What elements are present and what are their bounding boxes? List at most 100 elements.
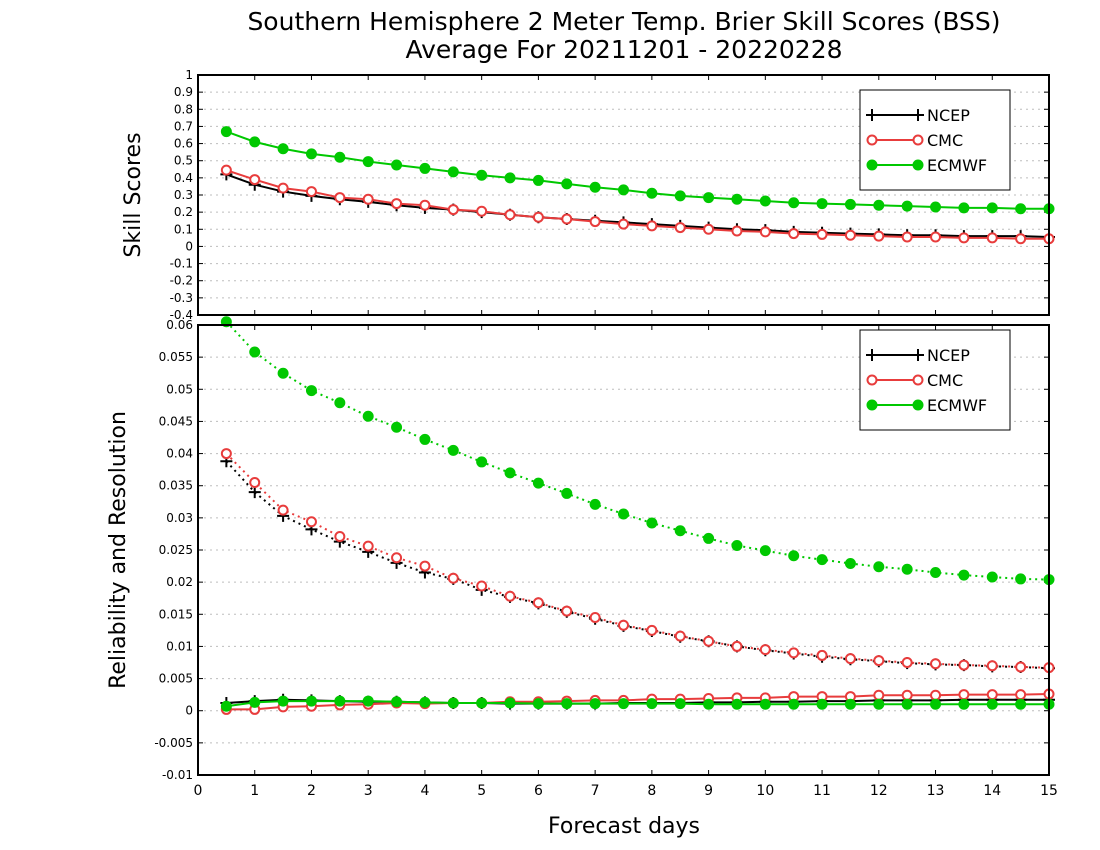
legend-label: CMC (927, 131, 963, 150)
x-tick-label: 12 (870, 783, 888, 799)
data-point (816, 698, 828, 710)
data-point (447, 572, 459, 584)
data-point (249, 477, 261, 488)
data-point (220, 700, 232, 712)
y-tick-label: -0.01 (162, 768, 193, 782)
y-tick-label: 0.005 (159, 672, 193, 686)
data-point (731, 225, 743, 237)
data-point (618, 619, 629, 631)
data-point (816, 228, 828, 240)
panel-2: -0.01 -0.005 0 0.005 0.01 0.015 0.02 0.025 0.03 0… (106, 316, 1058, 799)
y-tick-label: 0.05 (166, 382, 193, 396)
data-point (930, 698, 942, 710)
series-line (225, 460, 1050, 670)
legend-label: NCEP (927, 106, 970, 125)
data-point (788, 197, 800, 209)
data-point (334, 695, 346, 707)
chart-title-line1: Southern Hemisphere 2 Meter Temp. Brier … (247, 7, 1000, 36)
data-point (844, 698, 856, 710)
data-point (447, 697, 459, 709)
data-point (419, 696, 431, 708)
data-point (504, 697, 516, 709)
legend-marker (866, 134, 878, 146)
data-point (220, 126, 232, 138)
data-point (248, 486, 261, 499)
data-point (618, 698, 629, 710)
data-point (844, 558, 856, 569)
data-point (618, 218, 629, 230)
data-point (731, 640, 743, 652)
data-point (703, 192, 715, 204)
data-point (561, 178, 573, 190)
data-point (759, 195, 771, 207)
data-point (844, 653, 856, 665)
y-tick-label: 0.4 (174, 171, 193, 185)
data-point (674, 698, 686, 710)
data-point (958, 659, 970, 671)
y-tick-label: 0.03 (166, 511, 193, 525)
data-point (986, 698, 998, 710)
y-tick-label: -0.005 (154, 736, 193, 750)
data-point (391, 159, 403, 171)
data-point (532, 211, 544, 223)
data-point (788, 550, 800, 562)
data-point (703, 223, 715, 235)
series-line-1 (220, 455, 1055, 675)
data-point (476, 205, 488, 217)
data-point (249, 346, 261, 358)
data-point (958, 569, 970, 581)
data-point (618, 184, 629, 196)
data-point (305, 148, 317, 160)
data-point (447, 166, 459, 178)
data-point (391, 552, 403, 564)
data-point (930, 567, 942, 578)
y-tick-label: 1 (185, 68, 193, 82)
data-point (816, 649, 828, 661)
data-point (703, 635, 715, 647)
data-point (1015, 203, 1027, 215)
data-point (674, 190, 686, 202)
data-point (1015, 573, 1027, 585)
data-point (731, 193, 743, 205)
data-point (703, 532, 715, 544)
y-tick-label: 0.9 (174, 85, 193, 99)
data-point (220, 164, 232, 176)
data-point (561, 698, 573, 710)
x-tick-label: 9 (704, 783, 713, 799)
data-point (986, 232, 998, 244)
x-tick-label: 3 (364, 783, 373, 799)
data-point (1015, 698, 1027, 710)
data-point (305, 186, 317, 198)
legend-marker (866, 399, 878, 411)
y-tick-label: 0.5 (174, 154, 193, 168)
data-point (674, 525, 686, 537)
data-point (476, 697, 488, 709)
data-point (646, 624, 658, 636)
data-point (476, 456, 488, 468)
y-tick-label: 0.045 (159, 414, 193, 428)
data-point (249, 174, 261, 186)
chart-panels: -0.4 -0.3 -0.2 -0.1 0 0.1 0.2 0.3 0.4 0.5 0.6 0.7 0.… (106, 68, 1058, 799)
data-point (504, 467, 516, 479)
data-point (618, 508, 629, 520)
data-point (873, 655, 885, 667)
series-line-6 (220, 695, 1055, 712)
y-tick-label: 0.02 (166, 575, 193, 589)
legend-marker (866, 374, 878, 386)
data-point (504, 590, 516, 602)
y-tick-label: 0.3 (174, 188, 193, 202)
y-tick-label: 0.015 (159, 607, 193, 621)
data-point (476, 169, 488, 181)
data-point (816, 554, 828, 566)
data-point (334, 151, 346, 163)
data-point (901, 231, 913, 243)
y-tick-label: 0 (185, 239, 193, 253)
data-point (930, 231, 942, 243)
y-axis-label: Reliability and Resolution (106, 411, 131, 689)
data-point (362, 156, 374, 168)
x-tick-label: 13 (927, 783, 945, 799)
data-point (334, 192, 346, 204)
legend-marker (912, 109, 924, 121)
y-tick-label: 0.1 (174, 222, 193, 236)
